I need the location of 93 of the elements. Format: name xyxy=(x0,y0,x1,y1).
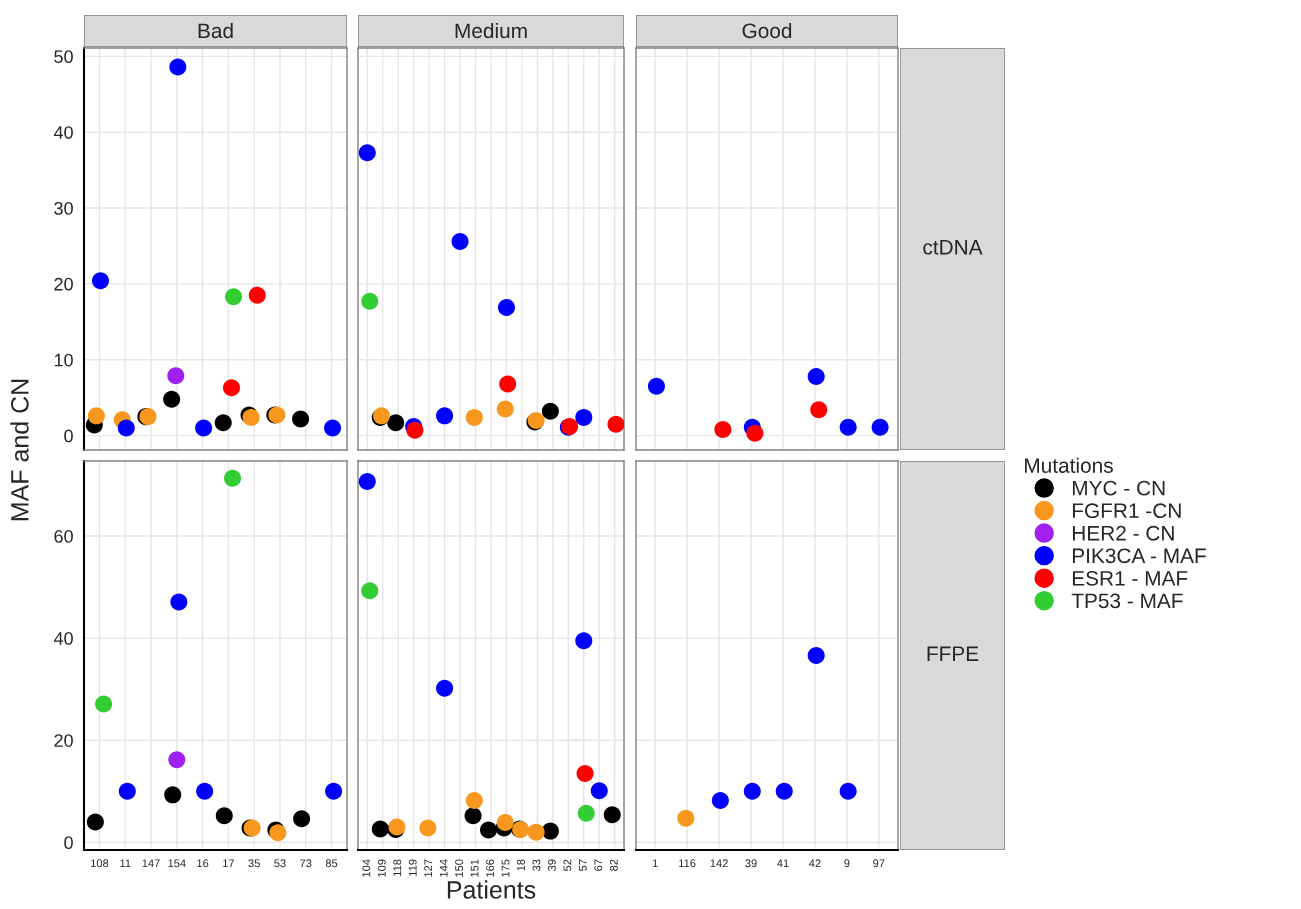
x-tick-label: 39 xyxy=(745,859,757,868)
x-tick-label: 73 xyxy=(300,859,312,868)
x-tick-label: 52 xyxy=(563,859,572,871)
chart-title: Good xyxy=(742,22,792,39)
x-tick-label: 41 xyxy=(777,859,789,868)
point xyxy=(677,809,695,827)
x-axis-title: Patients xyxy=(447,880,536,899)
x-tick-label: 39 xyxy=(547,859,556,871)
x-tick-label: 142 xyxy=(710,859,728,868)
point xyxy=(575,632,593,650)
point xyxy=(358,472,376,490)
x-tick-label: 108 xyxy=(91,859,109,868)
point xyxy=(839,782,857,800)
x-tick-label: 175 xyxy=(501,859,510,877)
x-tick-label: 147 xyxy=(142,859,160,868)
x-tick-label: 35 xyxy=(248,859,260,868)
point xyxy=(436,679,454,697)
point xyxy=(497,298,515,316)
legend-label: PIK3CA - MAF xyxy=(1072,548,1206,564)
x-tick-label: 166 xyxy=(486,859,494,877)
point xyxy=(647,377,665,395)
point xyxy=(499,375,517,393)
x-tick-label: 109 xyxy=(377,859,386,877)
point xyxy=(527,823,545,841)
point xyxy=(607,415,624,433)
point xyxy=(839,418,857,436)
y-tick-label: 50 xyxy=(54,50,73,64)
x-tick-label: 104 xyxy=(362,859,371,877)
y-tick-label: 20 xyxy=(54,277,73,291)
point xyxy=(496,813,514,831)
x-tick-label: 144 xyxy=(439,859,448,877)
point xyxy=(711,791,729,809)
legend-label: HER2 - CN xyxy=(1072,525,1174,541)
y-tick-label: 20 xyxy=(54,734,73,747)
y-tick-label: 40 xyxy=(53,126,73,139)
y-tick-label: 0 xyxy=(64,429,73,443)
x-tick-label: 154 xyxy=(168,859,186,868)
x-tick-label: 17 xyxy=(223,859,235,868)
point xyxy=(603,806,621,824)
point xyxy=(406,421,424,439)
point xyxy=(541,822,559,840)
legend-label: MYC - CN xyxy=(1072,480,1165,496)
point xyxy=(775,782,793,800)
x-tick-label: 42 xyxy=(809,859,821,868)
point xyxy=(575,408,593,426)
text: ctDNA xyxy=(923,240,983,255)
x-tick-label: 18 xyxy=(517,859,525,871)
x-tick-label: 1 xyxy=(652,859,658,868)
point xyxy=(358,144,376,162)
x-tick-label: 151 xyxy=(470,859,479,877)
point xyxy=(464,807,482,825)
point xyxy=(451,232,469,250)
x-tick-label: 33 xyxy=(532,859,541,871)
chart-title: Medium xyxy=(455,22,527,39)
x-tick-label: 53 xyxy=(274,859,286,868)
x-tick-label: 67 xyxy=(594,859,603,871)
point xyxy=(465,408,483,426)
x-tick-label: 116 xyxy=(679,859,696,868)
x-tick-label: 119 xyxy=(408,859,417,876)
y-tick-label: 40 xyxy=(53,632,73,645)
point xyxy=(465,791,483,809)
x-tick-label: 150 xyxy=(455,859,464,877)
point xyxy=(419,819,437,837)
legend-title: Mutations xyxy=(1025,457,1113,473)
point xyxy=(436,407,454,425)
point xyxy=(480,821,498,839)
x-tick-label: 127 xyxy=(424,859,433,877)
legend-label: ESR1 - MAF xyxy=(1072,570,1188,586)
x-tick-label: 85 xyxy=(325,859,338,868)
x-tick-label: 9 xyxy=(844,859,850,868)
y-tick-label: 60 xyxy=(54,529,73,543)
point xyxy=(387,414,405,432)
y-tick-label: 30 xyxy=(54,201,73,215)
y-axis-title: MAF and CN xyxy=(10,379,29,521)
point xyxy=(807,646,825,665)
legend-label: FGFR1 -CN xyxy=(1072,503,1181,519)
chart-title: Bad xyxy=(198,22,233,39)
y-tick-label: 10 xyxy=(54,353,73,367)
point xyxy=(590,782,608,800)
x-tick-label: 16 xyxy=(197,859,209,868)
point xyxy=(743,782,761,800)
x-tick-label: 11 xyxy=(120,859,131,868)
point xyxy=(496,400,514,418)
x-tick-label: 57 xyxy=(579,859,587,871)
x-tick-label: 82 xyxy=(609,859,618,871)
point xyxy=(371,820,389,838)
y-tick-label: 0 xyxy=(64,836,73,850)
legend-label: TP53 - MAF xyxy=(1071,593,1183,609)
point xyxy=(807,367,825,385)
point xyxy=(871,418,889,436)
x-tick-label: 97 xyxy=(873,859,885,868)
x-tick-label: 118 xyxy=(393,859,402,876)
text: FFPE xyxy=(927,646,979,661)
